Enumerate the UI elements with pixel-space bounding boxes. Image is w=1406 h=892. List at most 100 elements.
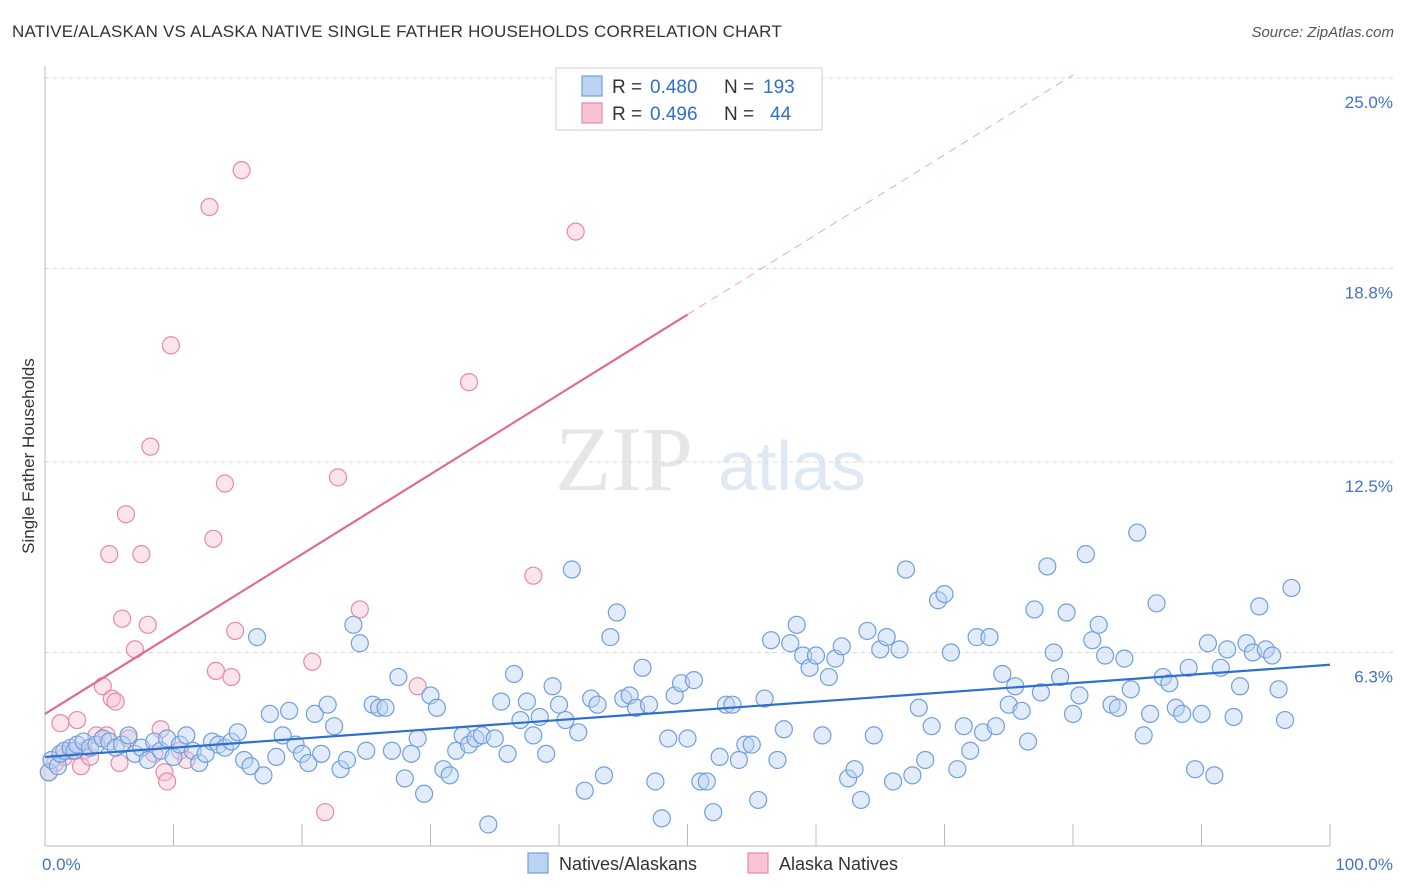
- natives-alaskans-point-186: [1218, 640, 1237, 659]
- natives-alaskans-point-74: [498, 744, 517, 763]
- legend-bottom-pink-swatch: [747, 852, 769, 874]
- natives-alaskans-point-134: [883, 772, 903, 791]
- natives-alaskans-point-140: [922, 717, 941, 736]
- alaska-natives-point-34: [222, 667, 241, 687]
- natives-alaskans-point-124: [819, 667, 838, 687]
- natives-alaskans-point-75: [504, 664, 524, 684]
- natives-alaskans-point-184: [1205, 766, 1224, 785]
- natives-alaskans-point-154: [1012, 701, 1031, 720]
- natives-alaskans-point-159: [1044, 643, 1063, 662]
- natives-alaskans-point-106: [704, 803, 723, 822]
- natives-alaskans-point-48: [331, 760, 350, 779]
- natives-alaskans-point-63: [427, 698, 447, 717]
- natives-alaskans-point-142: [935, 584, 954, 604]
- natives-alaskans-point-129: [851, 790, 871, 810]
- natives-alaskans-point-105: [697, 772, 716, 791]
- x-tick-labels: 0.0% 100.0%: [42, 855, 1393, 874]
- natives-alaskans-point-119: [787, 615, 806, 634]
- natives-alaskans-point-104: [691, 772, 710, 791]
- natives-alaskans-point-54: [370, 698, 389, 717]
- natives-alaskans-point-88: [588, 695, 607, 714]
- natives-alaskans-point-107: [710, 747, 729, 767]
- natives-alaskans-point-138: [909, 698, 928, 717]
- natives-alaskans-point-24: [177, 726, 196, 745]
- alaska-natives-point-27: [161, 336, 181, 355]
- natives-alaskans-point-77: [517, 692, 536, 711]
- natives-alaskans-point-91: [607, 603, 626, 622]
- natives-alaskans-point-181: [1185, 760, 1205, 779]
- legend-pink-n-label: N =: [724, 104, 754, 125]
- legend-blue-swatch: [581, 75, 603, 97]
- natives-alaskans-point-71: [479, 815, 498, 834]
- natives-alaskans-point-43: [299, 753, 318, 773]
- axes: [44, 66, 1331, 847]
- natives-alaskans-point-189: [1237, 634, 1256, 653]
- natives-alaskans-point-179: [1173, 704, 1192, 724]
- natives-alaskans-point-36: [254, 766, 273, 785]
- natives-alaskans-point-76: [511, 710, 530, 730]
- natives-alaskans-point-171: [1121, 680, 1140, 699]
- natives-alaskans-point-60: [408, 729, 427, 748]
- natives-alaskans-point-182: [1192, 704, 1211, 724]
- natives-alaskans-point-156: [1025, 600, 1044, 619]
- natives-alaskans-point-26: [190, 753, 209, 773]
- alaska-natives-point-31: [204, 529, 223, 548]
- natives-alaskans-point-118: [781, 634, 800, 653]
- natives-alaskans-point-98: [652, 809, 671, 828]
- legend-pink-r-value: 0.496: [650, 104, 698, 125]
- natives-alaskans-point-78: [524, 726, 543, 745]
- natives-alaskans-point-155: [1018, 732, 1038, 751]
- natives-alaskans-point-136: [896, 560, 916, 579]
- natives-alaskans-point-89: [594, 766, 614, 785]
- watermark: ZIP atlas: [555, 408, 866, 510]
- natives-alaskans-point-73: [492, 692, 511, 711]
- natives-alaskans-point-194: [1269, 680, 1288, 699]
- natives-alaskans-point-49: [337, 750, 357, 770]
- natives-alaskans-point-46: [318, 695, 337, 714]
- natives-alaskans-point-102: [678, 729, 697, 748]
- legend-blue-r-value: 0.480: [650, 77, 698, 98]
- natives-alaskans-point-112: [742, 735, 761, 754]
- legend-blue-r-label: R =: [612, 77, 642, 98]
- y-axis-title: Single Father Households: [19, 358, 38, 554]
- natives-alaskans-point-177: [1160, 674, 1179, 693]
- alaska-natives-point-5: [68, 710, 87, 730]
- alaska-natives-point-42: [459, 373, 479, 392]
- natives-alaskans-point-183: [1198, 634, 1218, 653]
- natives-alaskans-point-150: [986, 717, 1006, 736]
- y-tick-label-0: 6.3%: [1354, 667, 1393, 686]
- natives-alaskans-point-133: [877, 628, 896, 647]
- natives-alaskans-point-31: [222, 732, 241, 751]
- natives-alaskans-point-96: [639, 695, 659, 714]
- natives-alaskans-point-18: [138, 750, 157, 770]
- alaska-natives-point-41: [408, 677, 427, 696]
- natives-alaskans-point-14: [112, 735, 132, 754]
- natives-alaskans-point-188: [1230, 677, 1250, 696]
- legend-pink-r-label: R =: [612, 104, 642, 125]
- y-tick-label-2: 18.8%: [1345, 283, 1393, 302]
- alaska-natives-point-37: [303, 652, 322, 671]
- natives-alaskans-point-110: [729, 750, 749, 770]
- alaska-natives-point-14: [106, 692, 125, 711]
- natives-alaskans-point-81: [543, 677, 562, 696]
- chart-title: NATIVE/ALASKAN VS ALASKA NATIVE SINGLE F…: [12, 22, 782, 41]
- alaska-natives-point-43: [524, 566, 543, 585]
- legend-blue-n-value: 193: [763, 77, 795, 98]
- natives-alaskans-point-55: [376, 698, 395, 717]
- natives-alaskans-point-122: [806, 646, 826, 665]
- natives-alaskans-point-99: [659, 729, 678, 748]
- natives-alaskans-point-195: [1275, 710, 1295, 730]
- natives-alaskans-point-59: [402, 744, 421, 763]
- natives-alaskans-point-38: [267, 747, 286, 767]
- natives-alaskans-point-158: [1038, 557, 1057, 576]
- natives-alaskans-point-51: [350, 634, 369, 653]
- alaska-natives-point-39: [328, 468, 348, 487]
- alaska-natives-point-35: [226, 621, 245, 641]
- x-tick-label-0: 0.0%: [42, 855, 81, 874]
- alaska-natives-point-38: [316, 803, 335, 822]
- natives-alaskans-point-166: [1089, 615, 1108, 634]
- alaska-natives-point-36: [232, 161, 251, 180]
- natives-alaskans-point-146: [961, 741, 980, 760]
- natives-alaskans-point-80: [537, 744, 556, 763]
- natives-alaskans-point-167: [1096, 646, 1115, 665]
